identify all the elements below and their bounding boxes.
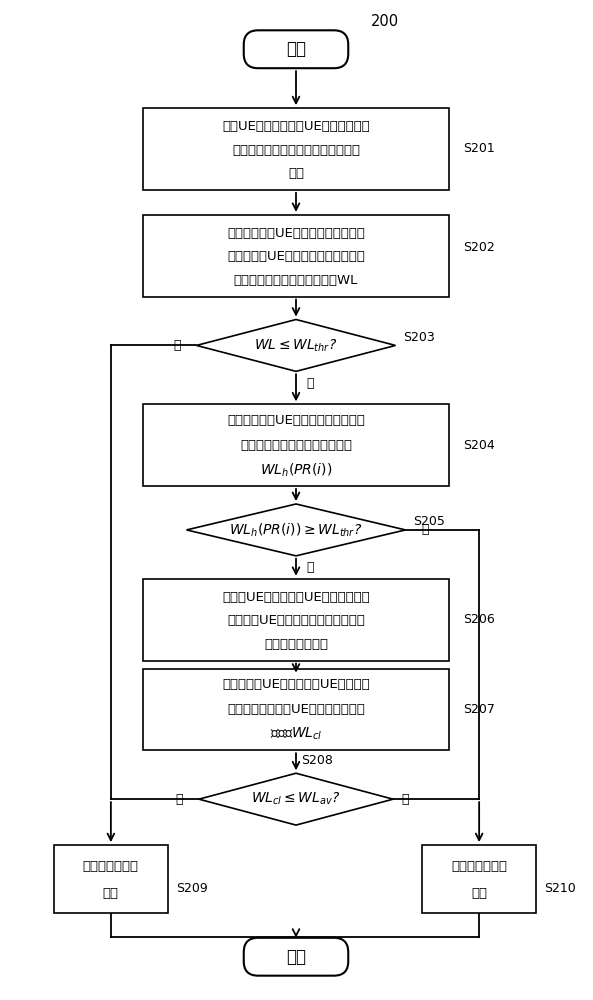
Text: 传输: 传输 <box>103 887 119 900</box>
FancyBboxPatch shape <box>244 30 348 68</box>
Text: S201: S201 <box>463 142 495 155</box>
Text: 级信息和用于数据包传输的资源数量: 级信息和用于数据包传输的资源数量 <box>232 144 360 157</box>
Text: 优先级更高的其它UE有关的网络业务: 优先级更高的其它UE有关的网络业务 <box>227 703 365 716</box>
Text: 否: 否 <box>306 377 314 390</box>
Text: 级的其它UE进行随机排列，以赋予不: 级的其它UE进行随机排列，以赋予不 <box>227 614 365 627</box>
Text: 当前UE获取关于其它UE的数据包优先: 当前UE获取关于其它UE的数据包优先 <box>222 120 370 133</box>
Text: $WL_{cl} \leq WL_{av}$?: $WL_{cl} \leq WL_{av}$? <box>251 791 341 807</box>
Text: S210: S210 <box>544 882 576 895</box>
Text: 结束: 结束 <box>286 948 306 966</box>
Text: 否: 否 <box>401 793 409 806</box>
Polygon shape <box>196 320 396 371</box>
Text: 确定与比当前UE的数据包优先级更高: 确定与比当前UE的数据包优先级更高 <box>227 414 365 427</box>
Text: S209: S209 <box>176 882 208 895</box>
Text: $负载量WL_{cl}$: $负载量WL_{cl}$ <box>270 726 322 742</box>
Text: 开始: 开始 <box>286 40 306 58</box>
Text: S204: S204 <box>463 439 495 452</box>
Text: 是: 是 <box>173 339 180 352</box>
Text: 停止进行数据包: 停止进行数据包 <box>451 860 507 873</box>
FancyBboxPatch shape <box>143 404 449 486</box>
Polygon shape <box>199 773 393 825</box>
FancyBboxPatch shape <box>53 845 168 913</box>
Text: 200: 200 <box>371 14 398 29</box>
Text: 对当前UE以及与当前UE处于相同优先: 对当前UE以及与当前UE处于相同优先 <box>222 591 370 604</box>
Text: 确定与当前UE以及比当前UE的数据包: 确定与当前UE以及比当前UE的数据包 <box>222 678 370 691</box>
Text: 优先级有关的网络业务负载量WL: 优先级有关的网络业务负载量WL <box>234 274 358 287</box>
Text: 是: 是 <box>176 793 183 806</box>
FancyBboxPatch shape <box>422 845 537 913</box>
Text: 传输: 传输 <box>471 887 487 900</box>
FancyBboxPatch shape <box>244 938 348 976</box>
Text: $WL \leq WL_{thr}$?: $WL \leq WL_{thr}$? <box>254 337 337 354</box>
FancyBboxPatch shape <box>143 579 449 661</box>
Text: S206: S206 <box>463 613 495 626</box>
FancyBboxPatch shape <box>143 108 449 190</box>
Text: 同的随机优先级值: 同的随机优先级值 <box>264 638 328 651</box>
Text: 以及与当前UE的数据包优先级相同的: 以及与当前UE的数据包优先级相同的 <box>227 250 365 263</box>
Text: 信息: 信息 <box>288 167 304 180</box>
Text: S202: S202 <box>463 241 495 254</box>
Text: 否: 否 <box>306 561 314 574</box>
Text: 确定与比当前UE的数据包优先级更高: 确定与比当前UE的数据包优先级更高 <box>227 227 365 240</box>
Text: 继续进行数据包: 继续进行数据包 <box>83 860 139 873</box>
Text: $WL_h(PR(i)) \geq WL_{thr}$?: $WL_h(PR(i)) \geq WL_{thr}$? <box>229 521 363 539</box>
Text: S203: S203 <box>403 331 435 344</box>
Text: S208: S208 <box>301 754 333 767</box>
Text: $WL_h(PR(i))$: $WL_h(PR(i))$ <box>260 461 332 479</box>
Text: S207: S207 <box>463 703 495 716</box>
Text: 的优先级有关的网络业务负载量: 的优先级有关的网络业务负载量 <box>240 439 352 452</box>
FancyBboxPatch shape <box>143 215 449 297</box>
Text: 是: 是 <box>422 523 429 536</box>
FancyBboxPatch shape <box>143 669 449 750</box>
Polygon shape <box>187 504 406 556</box>
Text: S205: S205 <box>413 515 445 528</box>
